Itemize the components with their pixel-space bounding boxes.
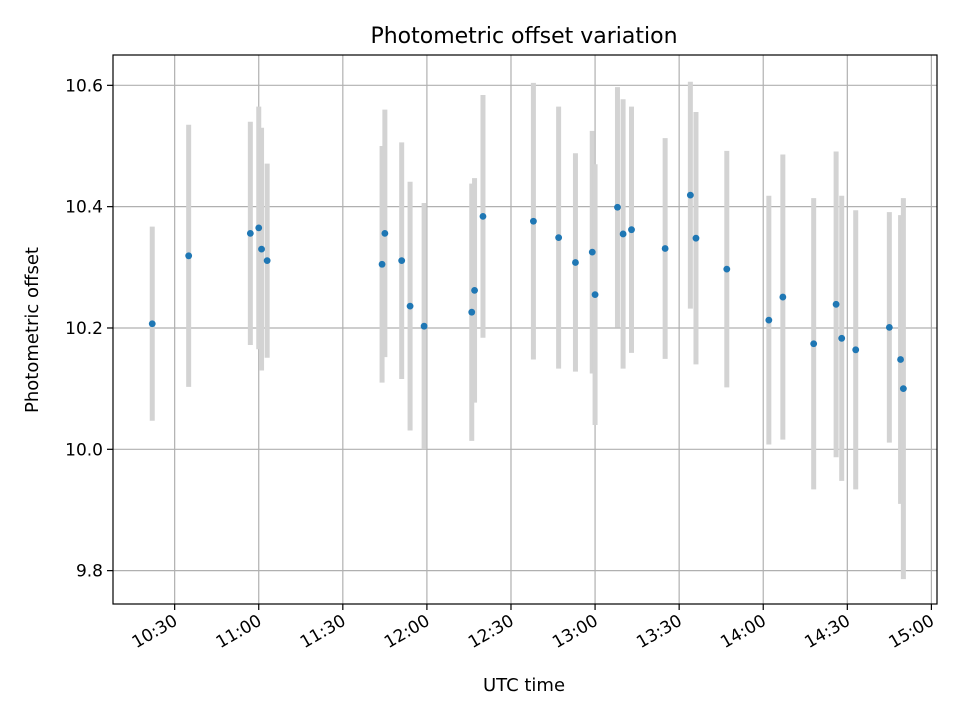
data-point: [899, 385, 907, 393]
data-point: [897, 356, 904, 363]
data-point: [406, 302, 414, 310]
chart-title: Photometric offset variation: [370, 24, 677, 49]
data-point: [148, 320, 156, 328]
data-point: [588, 248, 596, 256]
data-point: [614, 203, 621, 211]
point-layer: [148, 191, 907, 393]
data-point: [378, 260, 386, 268]
data-point: [572, 259, 579, 266]
data-point: [692, 234, 700, 242]
data-point: [779, 293, 787, 301]
data-point: [185, 252, 193, 260]
data-point: [686, 191, 694, 199]
data-point: [263, 257, 271, 265]
data-point: [852, 346, 860, 354]
y-tick-label: 10.2: [65, 319, 103, 339]
data-point: [723, 265, 731, 273]
data-point: [420, 322, 428, 330]
data-point: [838, 334, 846, 342]
y-axis: 9.8 10.0 10.2 10.4 10.6: [65, 76, 113, 582]
data-point: [530, 217, 537, 225]
data-point: [628, 226, 635, 234]
y-tick-label: 10.4: [65, 198, 103, 218]
data-point: [555, 234, 563, 241]
data-point: [255, 224, 263, 232]
y-axis-label: Photometric offset: [22, 247, 43, 413]
data-point: [258, 245, 265, 253]
y-tick-label: 9.8: [76, 562, 103, 582]
data-point: [246, 229, 254, 237]
data-point: [468, 308, 476, 316]
data-point: [661, 245, 669, 252]
y-tick-label: 10.6: [65, 76, 103, 96]
x-axis-label: UTC time: [483, 675, 565, 696]
data-point: [885, 323, 893, 331]
data-point: [619, 230, 627, 238]
data-point: [381, 229, 389, 237]
data-point: [765, 316, 773, 324]
grid-layer: [113, 55, 937, 604]
data-point: [591, 291, 599, 299]
data-point: [471, 286, 478, 294]
data-point: [479, 212, 487, 220]
y-tick-label: 10.0: [65, 440, 103, 460]
data-point: [398, 257, 406, 265]
plot-frame: [112, 54, 938, 605]
data-point: [810, 340, 818, 348]
data-point: [832, 300, 840, 308]
